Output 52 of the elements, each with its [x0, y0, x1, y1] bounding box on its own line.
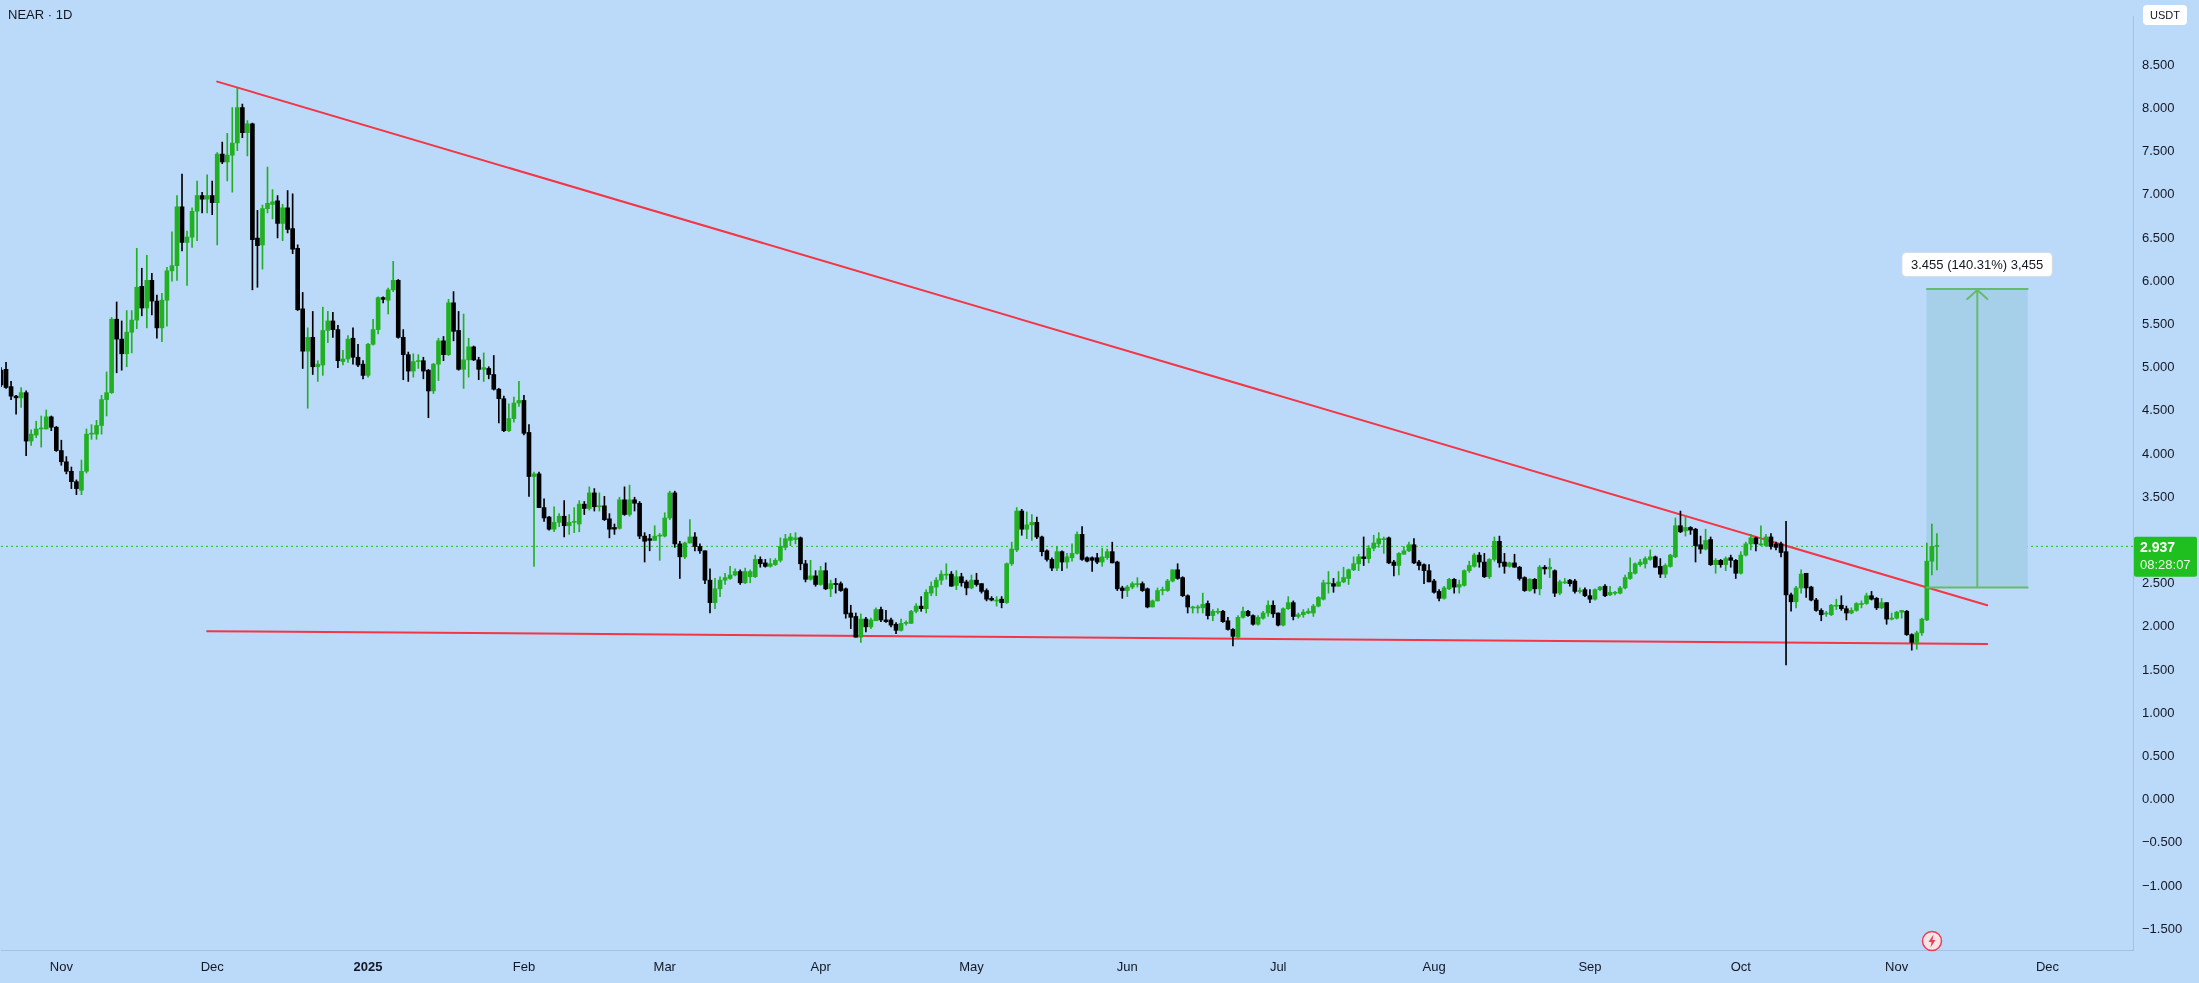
- y-tick-label: 4.500: [2142, 402, 2175, 418]
- x-tick-label: Jul: [1269, 959, 1287, 975]
- x-tick-label: Oct: [1730, 959, 1752, 975]
- y-tick-label: −0.500: [2142, 834, 2183, 850]
- y-tick-label: 8.500: [2142, 56, 2175, 72]
- chart-title: NEAR · 1D: [8, 7, 73, 22]
- text: 08:28:07: [2140, 557, 2191, 573]
- y-tick-label: 6.500: [2142, 229, 2175, 245]
- y-tick-label: 7.500: [2142, 143, 2175, 159]
- y-tick-label: 1.000: [2142, 704, 2175, 720]
- candlestick: [481, 352, 487, 382]
- y-tick-label: 3.500: [2142, 488, 2175, 504]
- y-tick-label: 0.500: [2142, 748, 2175, 764]
- candlestick: [305, 327, 311, 409]
- y-tick-label: 0.000: [2142, 791, 2175, 807]
- y-tick-label: 2.000: [2142, 618, 2175, 634]
- y-tick-label: 2.500: [2142, 575, 2175, 591]
- y-tick-label: 4.000: [2142, 445, 2175, 461]
- y-tick-label: −1.500: [2142, 920, 2183, 936]
- x-tick-label: Jun: [1116, 959, 1138, 975]
- x-tick-label: Aug: [1422, 959, 1446, 975]
- candlestick: [1934, 533, 1940, 571]
- candlestick: [833, 578, 839, 594]
- ref-line-label: 2.937: [2140, 538, 2176, 555]
- candlestick: [1542, 565, 1548, 575]
- x-tick-label: May: [959, 959, 985, 975]
- y-tick-label: 8.000: [2142, 99, 2175, 115]
- candlestick: [1899, 610, 1905, 619]
- y-tick-label: 1.500: [2142, 661, 2175, 677]
- x-tick-label: 2025: [353, 959, 383, 975]
- candlestick: [1029, 514, 1035, 541]
- x-tick-label: Nov: [49, 959, 74, 975]
- y-tick-label: 5.500: [2142, 315, 2175, 331]
- y-tick-label: 7.000: [2142, 186, 2175, 202]
- candlestick: [918, 596, 924, 612]
- candlestick: [209, 180, 215, 215]
- candlestick: [229, 107, 235, 193]
- y-tick-label: −1.000: [2142, 877, 2183, 893]
- x-tick-label: Dec: [2035, 959, 2060, 975]
- y-axis-title: USDT: [2143, 5, 2187, 25]
- y-tick-label: 5.000: [2142, 359, 2175, 375]
- candlestick: [1024, 511, 1030, 540]
- data-label: 3.455 (140.31%) 3,455: [1910, 257, 2044, 273]
- y-tick-label: 6.000: [2142, 272, 2175, 288]
- x-tick-label: Apr: [810, 959, 832, 975]
- x-tick-label: Dec: [200, 959, 225, 975]
- x-tick-label: Feb: [512, 959, 536, 975]
- candlestick: [1361, 536, 1366, 566]
- x-tick-label: Sep: [1578, 959, 1602, 975]
- x-tick-label: Nov: [1885, 959, 1909, 975]
- x-tick-label: Mar: [653, 959, 677, 975]
- candlestick: [1547, 558, 1553, 578]
